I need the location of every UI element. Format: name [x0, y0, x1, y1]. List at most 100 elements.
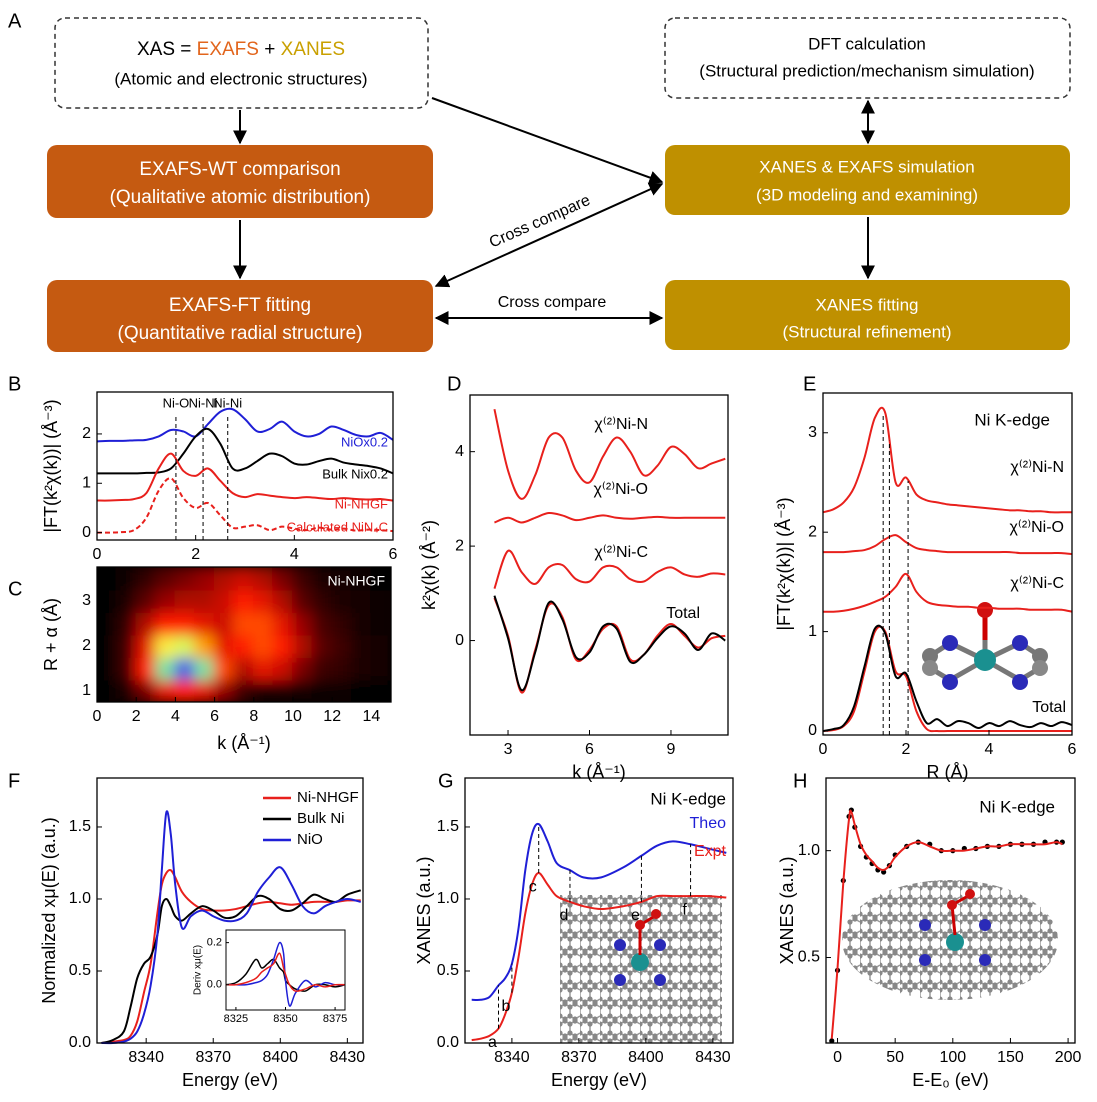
heatmap-cell — [194, 656, 216, 681]
reference-label: Ni-O — [163, 395, 190, 410]
annotation: Ni K-edge — [650, 789, 726, 808]
series-line — [96, 407, 394, 443]
heatmap-cell — [331, 678, 353, 702]
heatmap-cell — [174, 611, 196, 636]
heatmap-cell — [97, 633, 118, 658]
heatmap-cell — [272, 567, 294, 591]
heatmap-cell — [350, 567, 373, 591]
series-label: Total — [666, 605, 700, 622]
heatmap-cell — [233, 678, 255, 702]
heatmap-cell — [370, 678, 391, 702]
heatmap-cell — [194, 567, 216, 591]
y-tick-label: 1 — [82, 682, 91, 699]
molecule-inset-e — [922, 602, 1048, 690]
y-tick-label: 0.0 — [207, 979, 222, 991]
x-tick-label: 12 — [323, 708, 341, 725]
node-box — [665, 280, 1070, 350]
heatmap-cell — [370, 656, 391, 681]
x-tick-label: 8430 — [695, 1049, 731, 1066]
heatmap-cell — [154, 567, 177, 591]
y-tick-label: 0.5 — [437, 962, 459, 979]
panel-label: D — [447, 373, 461, 395]
heatmap-cell — [115, 588, 138, 613]
heatmap-cell — [272, 611, 294, 636]
annotation: Ni K-edge — [974, 410, 1050, 429]
series-line — [493, 549, 726, 589]
heatmap-cell — [154, 611, 177, 636]
series-line — [493, 408, 726, 500]
x-tick-label: 150 — [997, 1049, 1024, 1066]
x-tick-label: 200 — [1055, 1049, 1082, 1066]
x-axis-label: Energy (eV) — [551, 1070, 647, 1090]
series-line — [471, 822, 727, 1002]
heatmap-cell — [97, 567, 118, 591]
plot-frame — [825, 777, 1076, 1044]
heatmap-cell — [331, 611, 353, 636]
x-tick-label: 4 — [985, 741, 994, 758]
molecule-inset-h — [842, 880, 1058, 1000]
heatmap-cell — [213, 611, 236, 636]
x-tick-label: 8350 — [273, 1013, 297, 1025]
heatmap-cell — [292, 611, 314, 636]
node-subtitle: (Structural prediction/mechanism simulat… — [699, 61, 1034, 80]
x-tick-label: 8370 — [195, 1049, 231, 1066]
panel-label: A — [8, 10, 22, 32]
node-subtitle: (3D modeling and examining) — [756, 185, 978, 204]
heatmap-cell — [272, 656, 294, 681]
plot-frame — [469, 394, 729, 736]
heatmap-cell — [233, 588, 255, 613]
heatmap-cell — [272, 633, 294, 658]
series-label: Expt — [694, 843, 727, 860]
edge-label: Cross compare — [498, 294, 607, 311]
series-line — [96, 427, 394, 475]
arrows — [233, 97, 875, 325]
heatmap-cell — [135, 588, 157, 613]
heatmap-cell — [233, 656, 255, 681]
heatmap-cell — [311, 567, 334, 591]
reference-label: Ni-Ni — [213, 395, 242, 410]
text-part: XAS = — [137, 39, 197, 60]
x-tick-label: 6 — [389, 546, 398, 563]
x-tick-label: 2 — [191, 546, 200, 563]
series-line — [822, 624, 1073, 733]
series-label: χ⁽²⁾Ni-O — [1010, 519, 1064, 536]
series-label: Calculated NiN₄C — [287, 519, 388, 534]
x-tick-label: 0 — [819, 741, 828, 758]
plot-frame — [96, 777, 364, 1044]
panel-label: H — [793, 770, 807, 792]
heatmap-cell — [154, 633, 177, 658]
molecule-inset-g — [560, 895, 722, 1043]
heatmap-cell — [350, 678, 373, 702]
heatmap-cell — [370, 633, 391, 658]
heatmap-cell — [194, 678, 216, 702]
node-subtitle: (Atomic and electronic structures) — [114, 69, 367, 88]
heatmap-cell — [370, 567, 391, 591]
node-title: XANES & EXAFS simulation — [759, 157, 974, 176]
legend-label: Ni-NHGF — [297, 789, 359, 806]
panel-label: E — [803, 373, 816, 395]
heatmap-cell — [233, 633, 255, 658]
series-line — [471, 872, 727, 1042]
node-subtitle: (Structural refinement) — [782, 322, 951, 341]
x-tick-label: 8400 — [628, 1049, 664, 1066]
heatmap-cell — [115, 656, 138, 681]
heatmap-cell — [115, 567, 138, 591]
heatmap-cell — [213, 567, 236, 591]
heatmap-cell — [115, 611, 138, 636]
heatmap-cell — [350, 633, 373, 658]
y-tick-label: 3 — [82, 592, 91, 609]
x-axis-label: k (Å⁻¹) — [572, 762, 626, 782]
heatmap-cell — [154, 678, 177, 702]
series-label: χ⁽²⁾Ni-N — [594, 416, 648, 433]
series-label: χ⁽²⁾Ni-N — [1010, 459, 1064, 476]
heatmap-cell — [194, 633, 216, 658]
heatmap-cell — [174, 633, 196, 658]
y-tick-label: 4 — [455, 443, 464, 460]
node-subtitle: (Qualitative atomic distribution) — [110, 187, 371, 208]
heatmap-cell — [292, 678, 314, 702]
y-tick-label: 1.0 — [69, 890, 91, 907]
series-label: χ⁽²⁾Ni-C — [594, 544, 648, 561]
series-line — [101, 810, 362, 1045]
node-box — [47, 145, 433, 218]
